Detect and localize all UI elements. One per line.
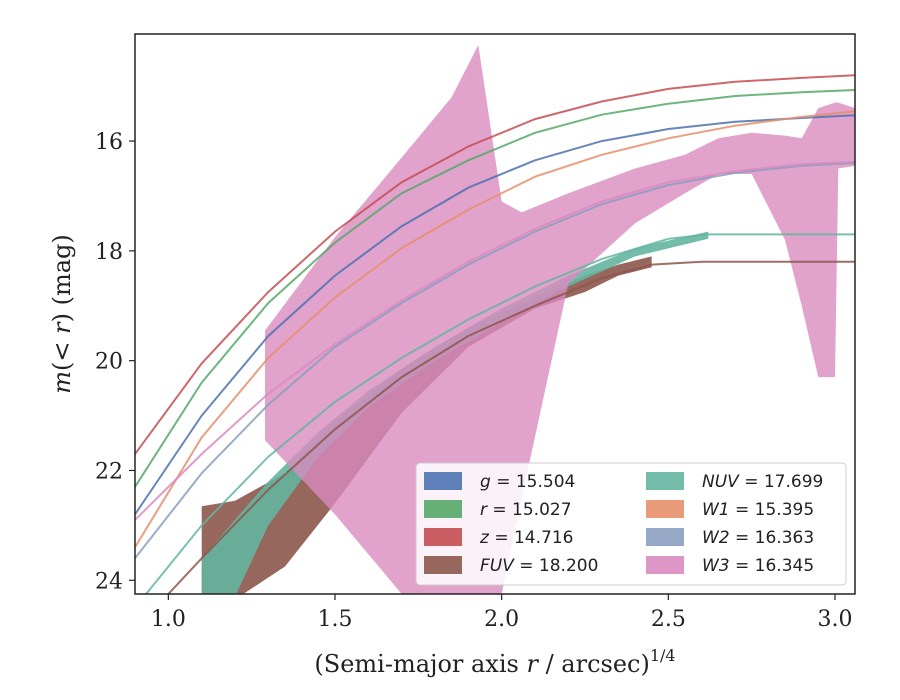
legend-label-W2: W2 = 16.363 — [702, 528, 814, 548]
x-tick-label: 2.0 — [484, 607, 519, 632]
curve-FUV — [166, 260, 855, 594]
band-W3 — [265, 45, 855, 594]
legend-swatch-g — [424, 472, 462, 490]
legend-label-W3: W3 = 16.345 — [702, 556, 814, 576]
x-axis-label: (Semi-major axis r / arcsec)1/4 — [314, 646, 675, 678]
plot-frame — [134, 33, 856, 595]
growth-curves — [135, 74, 855, 594]
legend-label-r: r = 15.027 — [480, 500, 572, 520]
uncertainty-bands — [201, 45, 855, 594]
y-axis-label: m(< r) (mag) — [48, 234, 76, 394]
y-axis-ticks: 16 18 20 22 24 — [95, 130, 135, 594]
x-tick-label: 3.0 — [818, 607, 853, 632]
curve-r — [135, 89, 855, 488]
legend-label-W1: W1 = 15.395 — [702, 500, 814, 520]
band-NUV — [201, 231, 709, 594]
curve-g — [135, 114, 855, 515]
legend-frame — [415, 462, 847, 586]
curve-NUV — [144, 233, 855, 594]
y-tick-label: 24 — [95, 569, 123, 594]
legend: g = 15.504 r = 15.027 z = 14.716 FUV = 18.2… — [415, 462, 847, 586]
legend-swatch-W1 — [646, 500, 684, 518]
legend-swatch-NUV — [646, 472, 684, 490]
x-tick-label: 1.5 — [318, 607, 353, 632]
x-tick-label: 1.0 — [151, 607, 186, 632]
y-tick-label: 18 — [95, 240, 123, 265]
legend-swatch-W3 — [646, 556, 684, 574]
legend-label-g: g = 15.504 — [480, 472, 575, 492]
y-tick-label: 22 — [95, 459, 123, 484]
legend-label-FUV: FUV = 18.200 — [480, 556, 598, 576]
legend-swatch-W2 — [646, 528, 684, 546]
legend-swatch-z — [424, 528, 462, 546]
legend-swatch-r — [424, 500, 462, 518]
curve-W2 — [135, 162, 855, 559]
y-tick-label: 16 — [95, 130, 123, 155]
curve-W3 — [135, 160, 855, 521]
x-tick-label: 2.5 — [651, 607, 686, 632]
y-tick-label: 20 — [95, 350, 123, 375]
legend-label-z: z = 14.716 — [479, 528, 573, 548]
legend-label-NUV: NUV = 17.699 — [702, 472, 823, 492]
curve-z — [135, 74, 855, 455]
x-axis-ticks: 1.0 1.5 2.0 2.5 3.0 — [151, 594, 853, 632]
curve-W1 — [135, 110, 855, 548]
band-FUV — [201, 256, 652, 594]
legend-swatch-FUV — [424, 556, 462, 574]
